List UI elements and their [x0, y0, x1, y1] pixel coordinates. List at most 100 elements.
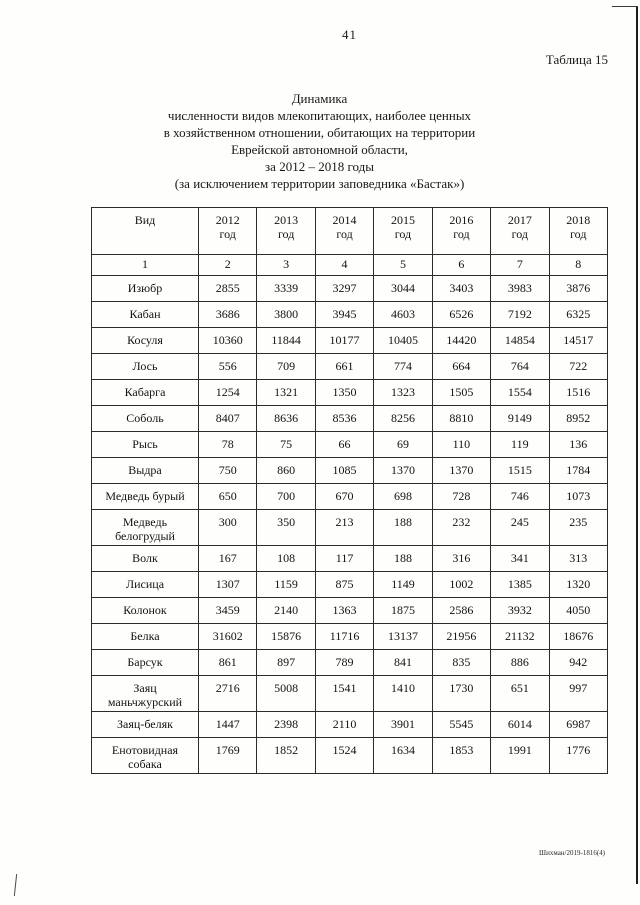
value-cell: 661 [314, 353, 375, 380]
value-cell: 650 [197, 483, 258, 510]
value-cell: 700 [256, 483, 316, 510]
value-cell: 213 [314, 509, 375, 546]
value-cell: 8407 [197, 405, 258, 432]
value-cell: 1515 [490, 457, 550, 484]
value-cell: 1447 [197, 711, 258, 738]
year-header-cell: 2018 год [548, 207, 609, 255]
species-cell: Кабан [91, 301, 199, 328]
value-cell: 3983 [490, 275, 550, 302]
species-cell: Белка [91, 623, 199, 650]
value-cell: 188 [373, 545, 433, 572]
table-row: Кабарга 1254 1321 1350 1323 1505 1554 1516 [91, 379, 609, 406]
table-row: Волк 167 108 117 188 316 341 313 [91, 545, 609, 572]
table-row: Медведь белогрудый 300 350 213 188 232 245 235 [91, 509, 609, 546]
column-number-cell: 4 [314, 254, 375, 276]
table-row: Заяц-беляк 1447 2398 2110 3901 5545 6014 6987 [91, 711, 609, 738]
document-title: Динамика численности видов млекопитающих… [61, 90, 578, 192]
value-cell: 235 [548, 509, 609, 546]
value-cell: 117 [314, 545, 375, 572]
species-header-cell: Вид [91, 207, 199, 255]
title-line: численности видов млекопитающих, наиболе… [167, 108, 472, 123]
value-cell: 764 [490, 353, 550, 380]
year-value: 2016 [449, 213, 474, 227]
value-cell: 7192 [490, 301, 550, 328]
column-number-cell: 6 [431, 254, 492, 276]
table-row: Изюбр 2855 3339 3297 3044 3403 3983 3876 [91, 275, 609, 302]
value-cell: 835 [431, 649, 492, 676]
species-cell: Рысь [91, 431, 199, 458]
value-cell: 232 [431, 509, 492, 546]
value-cell: 3339 [256, 275, 316, 302]
value-cell: 1320 [548, 571, 609, 598]
table-head: Вид 2012 год 2013 год 2014 год 2015 год 2016 год 20… [91, 207, 609, 276]
table-header-row: Вид 2012 год 2013 год 2014 год 2015 год 2016 год 20… [91, 207, 609, 255]
column-number-cell: 5 [373, 254, 433, 276]
value-cell: 2110 [314, 711, 375, 738]
value-cell: 750 [197, 457, 258, 484]
value-cell: 3876 [548, 275, 609, 302]
value-cell: 886 [490, 649, 550, 676]
year-suffix: год [277, 227, 295, 241]
year-header-cell: 2017 год [490, 207, 550, 255]
species-cell: Колонок [91, 597, 199, 624]
value-cell: 5545 [431, 711, 492, 738]
value-cell: 14517 [548, 327, 609, 354]
value-cell: 66 [314, 431, 375, 458]
year-value: 2014 [332, 213, 357, 227]
species-cell: Лось [91, 353, 199, 380]
value-cell: 997 [548, 675, 609, 712]
year-value: 2012 [215, 213, 240, 227]
year-value: 2018 [566, 213, 591, 227]
column-number-cell: 1 [91, 254, 199, 276]
value-cell: 10360 [197, 327, 258, 354]
value-cell: 3800 [256, 301, 316, 328]
species-cell: Изюбр [91, 275, 199, 302]
value-cell: 31602 [197, 623, 258, 650]
value-cell: 8810 [431, 405, 492, 432]
value-cell: 11716 [314, 623, 375, 650]
scan-artifact-top-tick [612, 6, 638, 7]
value-cell: 69 [373, 431, 433, 458]
year-header-cell: 2014 год [314, 207, 375, 255]
value-cell: 1991 [490, 737, 550, 774]
value-cell: 75 [256, 431, 316, 458]
value-cell: 8952 [548, 405, 609, 432]
value-cell: 15876 [256, 623, 316, 650]
value-cell: 21132 [490, 623, 550, 650]
value-cell: 350 [256, 509, 316, 546]
value-cell: 698 [373, 483, 433, 510]
value-cell: 651 [490, 675, 550, 712]
value-cell: 8636 [256, 405, 316, 432]
species-cell: Медведь бурый [91, 483, 199, 510]
table-row: Белка 31602 15876 11716 13137 21956 21132 18676 [91, 623, 609, 650]
table-row: Медведь бурый 650 700 670 698 728 746 1073 [91, 483, 609, 510]
value-cell: 2586 [431, 597, 492, 624]
value-cell: 1776 [548, 737, 609, 774]
value-cell: 3459 [197, 597, 258, 624]
value-cell: 136 [548, 431, 609, 458]
value-cell: 1085 [314, 457, 375, 484]
value-cell: 670 [314, 483, 375, 510]
value-cell: 789 [314, 649, 375, 676]
year-value: 2015 [390, 213, 415, 227]
value-cell: 1385 [490, 571, 550, 598]
value-cell: 10177 [314, 327, 375, 354]
value-cell: 1073 [548, 483, 609, 510]
value-cell: 341 [490, 545, 550, 572]
value-cell: 2398 [256, 711, 316, 738]
species-cell: Лисица [91, 571, 199, 598]
value-cell: 3686 [197, 301, 258, 328]
value-cell: 2855 [197, 275, 258, 302]
value-cell: 1321 [256, 379, 316, 406]
species-cell: Барсук [91, 649, 199, 676]
species-cell: Енотовидная собака [91, 737, 199, 774]
value-cell: 3932 [490, 597, 550, 624]
value-cell: 78 [197, 431, 258, 458]
year-suffix: год [394, 227, 412, 241]
title-line: в хозяйственном отношении, обитающих на … [163, 125, 476, 140]
value-cell: 10405 [373, 327, 433, 354]
table-row: Заяц маньчжурский 2716 5008 1541 1410 1730 651… [91, 675, 609, 712]
table-body: Изюбр 2855 3339 3297 3044 3403 3983 3876 Кабан 36… [91, 275, 609, 774]
title-line: за 2012 – 2018 годы [265, 159, 374, 174]
